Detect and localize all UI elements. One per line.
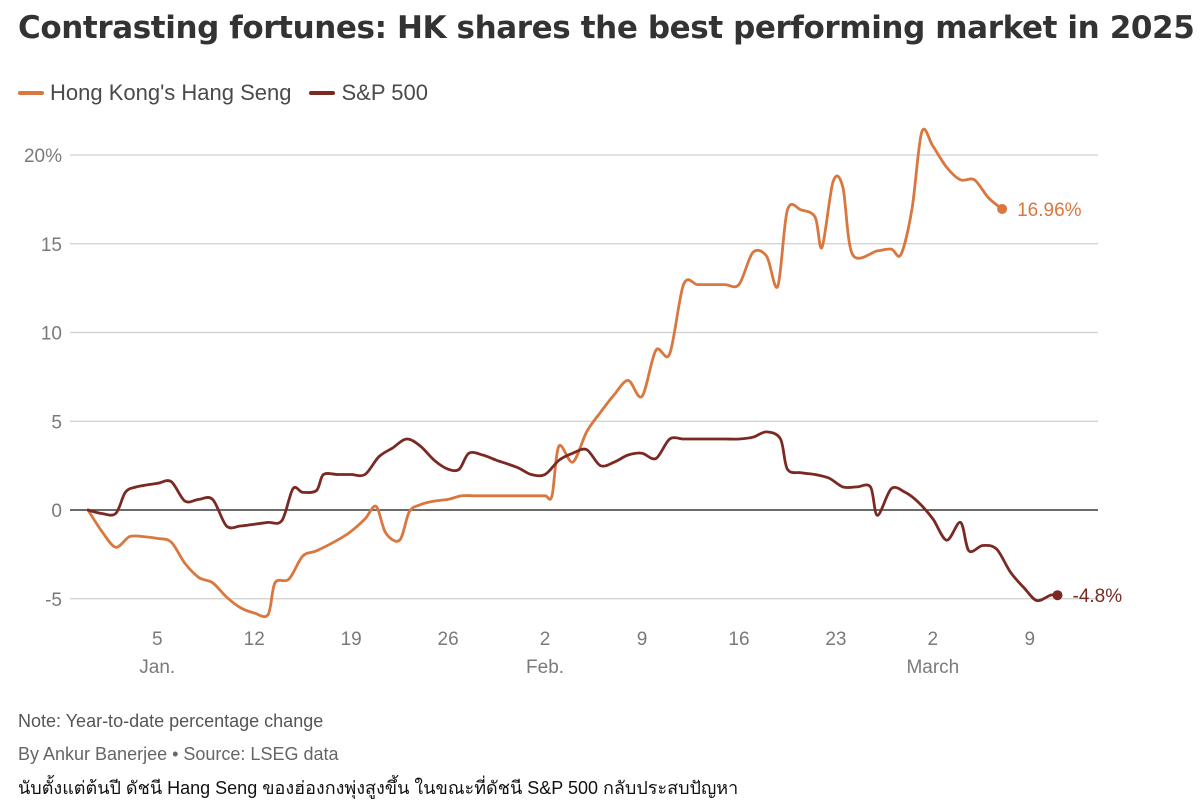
x-tick-label: 19 [341, 629, 362, 650]
x-month-label: Jan. [139, 657, 175, 678]
y-tick-label: 5 [51, 412, 62, 433]
y-tick-label: 0 [51, 501, 62, 522]
x-tick-label: 16 [728, 629, 749, 650]
end-label-sp500: -4.8% [1073, 586, 1123, 607]
x-month-label: Feb. [526, 657, 564, 678]
x-tick-label: 9 [637, 629, 648, 650]
legend-label-hang-seng: Hong Kong's Hang Seng [50, 80, 292, 105]
x-tick-label: 2 [928, 629, 939, 650]
x-month-label: March [906, 657, 959, 678]
end-marker-hang-seng [997, 203, 1008, 214]
x-tick-label: 9 [1025, 629, 1036, 650]
series-line-sp500 [86, 430, 1059, 603]
x-tick-label: 23 [825, 629, 846, 650]
legend-swatch-sp500 [309, 91, 336, 95]
series-end-markers: 16.96% -4.8% [997, 200, 1122, 607]
legend-swatch-hang-seng [18, 91, 44, 95]
x-tick-label: 12 [244, 629, 265, 650]
x-tick-label: 2 [540, 629, 551, 650]
legend-label-sp500: S&P 500 [341, 80, 428, 105]
thai-caption: นับตั้งแต่ต้นปี ดัชนี Hang Seng ของฮ่องก… [18, 778, 739, 798]
x-tick-label: 5 [152, 629, 163, 650]
legend: Hong Kong's Hang Seng S&P 500 [18, 80, 446, 106]
chart-note: Note: Year-to-date percentage change [18, 711, 324, 731]
line-chart: 20% 15 10 5 0 -5 5 Jan. 12 19 26 2 Feb. 9 16 23 2 March 9… [24, 127, 1122, 678]
end-marker-sp500 [1052, 590, 1063, 601]
y-axis-labels: 20% 15 10 5 0 -5 [24, 146, 62, 611]
series-line-hang-seng [86, 127, 1004, 619]
y-tick-label: 10 [41, 324, 62, 345]
y-tick-label: 20% [24, 146, 62, 167]
x-axis-labels: 5 Jan. 12 19 26 2 Feb. 9 16 23 2 March 9 [139, 629, 1035, 678]
gridlines [70, 154, 1098, 600]
y-tick-label: -5 [45, 590, 62, 611]
chart-title: Contrasting fortunes: HK shares the best… [18, 10, 1195, 46]
series-lines [86, 127, 1059, 619]
legend-item-sp500: S&P 500 [309, 80, 428, 106]
x-tick-label: 26 [438, 629, 459, 650]
y-tick-label: 15 [41, 235, 62, 256]
end-label-hang-seng: 16.96% [1017, 200, 1082, 221]
chart-byline: By Ankur Banerjee • Source: LSEG data [18, 744, 339, 764]
legend-item-hang-seng: Hong Kong's Hang Seng [18, 80, 291, 106]
